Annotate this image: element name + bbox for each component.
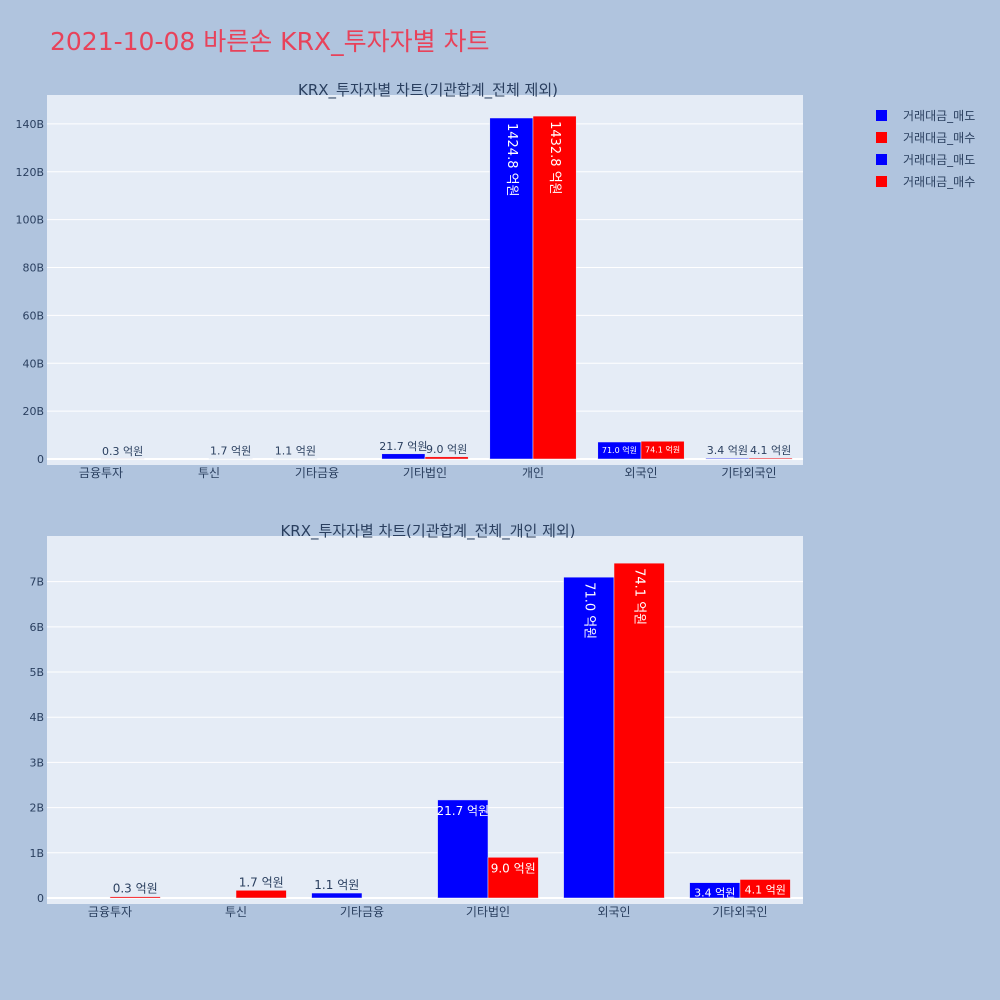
bar <box>424 456 469 460</box>
data-label: 1.1 억원 <box>314 878 359 892</box>
y-tick-label: 80B <box>22 262 44 275</box>
bar <box>748 457 793 460</box>
y-tick-label: 6B <box>29 621 44 634</box>
x-tick-label: 금융투자 <box>88 905 132 919</box>
data-label: 74.1 억원 <box>645 444 680 454</box>
bar <box>739 879 791 899</box>
legend-item[interactable]: 거래대금_매수 <box>876 126 975 148</box>
data-label: 21.7 억원 <box>436 804 489 818</box>
y-tick-label: 140B <box>15 118 44 131</box>
x-tick-label: 기타금융 <box>340 905 384 919</box>
data-label: 71.0 억원 <box>602 445 637 455</box>
data-label: 1.1 억원 <box>275 445 316 458</box>
x-tick-label: 외국인 <box>624 466 657 480</box>
bar <box>487 857 539 899</box>
data-label: 71.0 억원 <box>581 582 596 639</box>
bar <box>381 453 426 460</box>
y-tick-label: 40B <box>22 357 44 370</box>
y-tick-label: 1B <box>29 847 44 860</box>
data-label: 9.0 억원 <box>491 861 536 875</box>
bar <box>311 892 363 899</box>
chart-title: KRX_투자자별 차트(기관합계_전체_개인 제외) <box>280 522 575 541</box>
y-tick-label: 2B <box>29 802 44 815</box>
data-label: 4.1 억원 <box>745 883 786 896</box>
data-label: 0.3 억원 <box>113 882 158 896</box>
y-tick-label: 0 <box>37 892 44 905</box>
y-tick-label: 5B <box>29 666 44 679</box>
y-tick-label: 4B <box>29 711 44 724</box>
data-label: 9.0 억원 <box>426 443 467 456</box>
x-tick-label: 기타법인 <box>403 466 447 480</box>
x-tick-label: 기타금융 <box>295 466 339 480</box>
y-tick-label: 7B <box>29 576 44 589</box>
legend-swatch <box>876 131 887 143</box>
bar <box>705 457 750 460</box>
y-tick-label: 60B <box>22 309 44 322</box>
bar <box>532 115 577 460</box>
legend-item[interactable]: 거래대금_매수 <box>876 170 975 192</box>
page-title: 2021-10-08 바른손 KRX_투자자별 차트 <box>50 27 490 56</box>
data-label: 1.7 억원 <box>239 875 284 889</box>
bar <box>489 117 534 460</box>
plot-area <box>47 536 803 904</box>
bar <box>563 576 615 899</box>
y-tick-label: 100B <box>15 214 44 227</box>
x-tick-label: 개인 <box>522 466 544 480</box>
legend-label: 거래대금_매도 <box>903 108 976 123</box>
data-label: 0.3 억원 <box>102 445 143 458</box>
bar <box>613 562 665 899</box>
data-label: 1432.8 억원 <box>547 121 562 195</box>
chart-title: KRX_투자자별 차트(기관합계_전체 제외) <box>298 81 558 100</box>
x-tick-label: 투신 <box>198 466 220 480</box>
data-label: 1424.8 억원 <box>504 123 519 197</box>
y-tick-label: 3B <box>29 756 44 769</box>
data-label: 3.4 억원 <box>707 444 748 457</box>
data-label: 1.7 억원 <box>210 445 251 458</box>
y-tick-label: 20B <box>22 405 44 418</box>
y-tick-label: 0 <box>37 453 44 466</box>
legend: 거래대금_매도 거래대금_매수 거래대금_매도 거래대금_매수 <box>876 104 975 192</box>
bar <box>235 890 287 899</box>
legend-label: 거래대금_매도 <box>903 152 976 167</box>
bar <box>640 441 685 460</box>
legend-swatch <box>876 175 887 187</box>
legend-swatch <box>876 109 887 121</box>
data-label: 3.4 억원 <box>694 887 735 900</box>
x-tick-label: 기타외국인 <box>712 905 767 919</box>
legend-item[interactable]: 거래대금_매도 <box>876 148 975 170</box>
plot-area <box>47 95 803 465</box>
legend-item[interactable]: 거래대금_매도 <box>876 104 975 126</box>
x-tick-label: 투신 <box>225 905 247 919</box>
data-label: 21.7 억원 <box>379 440 427 453</box>
x-tick-label: 기타법인 <box>466 905 510 919</box>
x-tick-label: 금융투자 <box>79 466 123 480</box>
data-label: 74.1 억원 <box>632 568 647 625</box>
x-tick-label: 외국인 <box>597 905 630 919</box>
legend-swatch <box>876 153 887 165</box>
legend-label: 거래대금_매수 <box>903 130 976 145</box>
data-label: 4.1 억원 <box>750 444 791 457</box>
x-tick-label: 기타외국인 <box>721 466 776 480</box>
bar <box>437 799 489 899</box>
bar <box>109 896 161 899</box>
legend-label: 거래대금_매수 <box>903 174 976 189</box>
y-tick-label: 120B <box>15 166 44 179</box>
